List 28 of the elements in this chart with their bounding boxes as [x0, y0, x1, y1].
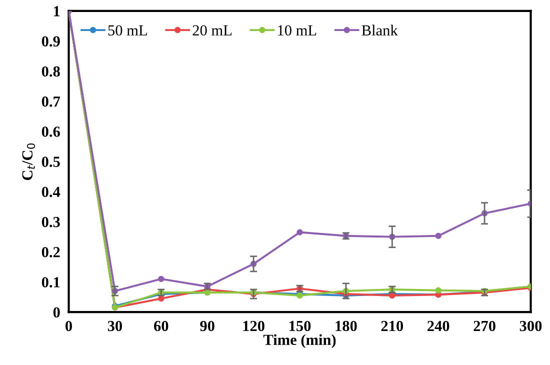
- x-tick-label: 180: [336, 320, 357, 332]
- y-tick-label: 1: [54, 6, 60, 16]
- y-tick-label: 0.7: [42, 96, 60, 107]
- x-tick-label: 300: [520, 320, 542, 332]
- legend-label: Blank: [362, 24, 398, 36]
- legend-label: 10 mL: [278, 25, 316, 36]
- x-tick-label: 0: [66, 320, 72, 332]
- y-tick-label: 0.9: [42, 36, 60, 47]
- y-tick-label: 0.5: [42, 156, 60, 168]
- x-tick-label: 90: [200, 320, 214, 332]
- x-tick-label: 150: [290, 320, 311, 332]
- y-tick-label: 0: [53, 307, 60, 318]
- y-tick-label: 0.2: [42, 246, 60, 258]
- y-tick-label: 0.8: [42, 66, 60, 77]
- legend-label: 20 mL: [192, 25, 232, 36]
- x-tick-label: 270: [474, 320, 496, 332]
- x-tick-label: 60: [154, 320, 168, 332]
- y-tick-label: 0.3: [42, 216, 60, 228]
- x-tick-label: 120: [243, 320, 264, 332]
- x-tick-label: 30: [108, 320, 122, 332]
- x-tick-label: 240: [428, 320, 450, 332]
- y-tick-label: 0.6: [42, 126, 60, 137]
- legend-label: 50 mL: [108, 25, 147, 36]
- x-tick-label: 210: [381, 320, 404, 332]
- x-axis-title: Time (min): [263, 334, 336, 348]
- y-axis-title: C$_{t}$/C$_{0}$: [22, 143, 36, 180]
- y-tick-label: 0.4: [42, 186, 60, 198]
- y-tick-label: 0.1: [42, 277, 60, 288]
